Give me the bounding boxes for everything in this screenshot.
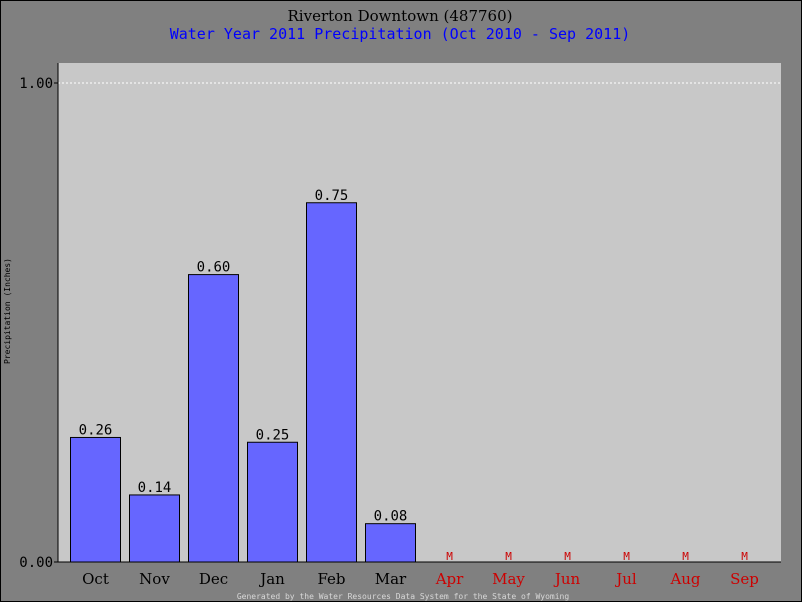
bar-value-label-jan: 0.25 [256,427,290,443]
bar-value-label-oct: 0.26 [79,422,113,438]
bar-value-label-feb: 0.75 [315,188,349,204]
missing-flag-sep: M [741,550,748,563]
chart-title: Riverton Downtown (487760) [288,7,513,25]
bar-nov [129,494,180,563]
x-tick-label-jul: Jul [614,570,637,588]
footer-credit: Generated by the Water Resources Data Sy… [237,592,570,601]
bar-oct [70,436,121,563]
chart-subtitle: Water Year 2011 Precipitation (Oct 2010 … [170,25,631,43]
x-tick-label-mar: Mar [375,570,407,588]
bar-value-label-dec: 0.60 [197,260,231,276]
x-tick-label-may: May [492,570,525,588]
x-tick-label-jun: Jun [553,570,581,588]
x-axis-tick-labels: Oct Nov Dec Jan Feb Mar Apr May Jun Jul Aug Sep [82,570,759,588]
bar-jan [247,441,298,563]
bar-dec [188,274,239,563]
x-tick-label-jan: Jan [258,570,285,588]
bar-value-label-nov: 0.14 [138,480,172,496]
missing-flag-may: M [505,550,512,563]
x-tick-label-nov: Nov [139,570,170,588]
plot-area [58,63,781,562]
missing-flag-apr: M [446,550,453,563]
y-tick-label: 0.00 [19,555,53,571]
y-tick-label: 1.00 [19,76,53,92]
x-tick-label-dec: Dec [199,570,228,588]
missing-flag-aug: M [682,550,689,563]
x-tick-label-apr: Apr [435,570,464,588]
missing-flag-jun: M [564,550,571,563]
bar-value-label-mar: 0.08 [374,509,408,525]
x-tick-label-oct: Oct [82,570,109,588]
missing-flag-jul: M [623,550,630,563]
x-tick-label-sep: Sep [730,570,759,588]
x-tick-label-aug: Aug [669,570,700,588]
bars: 0.26 0.14 0.60 0.25 0.75 0.08 M M M M M M [70,188,748,563]
bar-feb [306,202,357,563]
x-tick-label-feb: Feb [317,570,345,588]
y-axis-label: Precipitation (Inches) [3,258,12,364]
bar-mar [365,523,416,563]
